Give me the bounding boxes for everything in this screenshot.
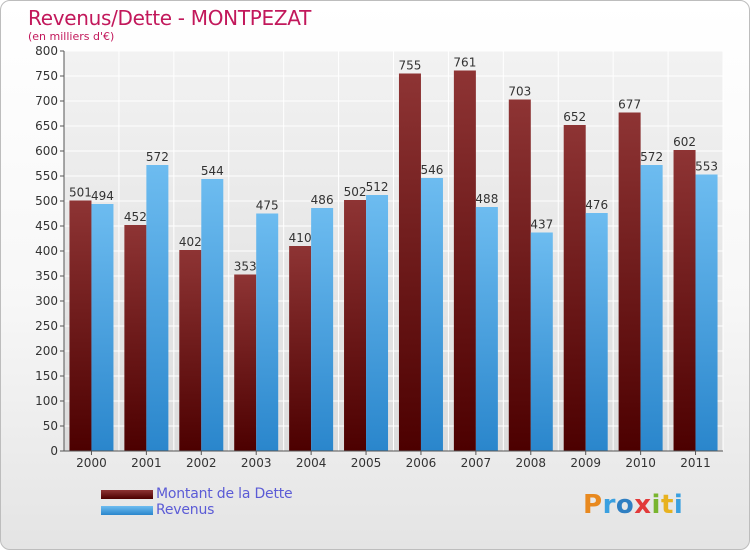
y-tick-label: 550 bbox=[35, 169, 58, 183]
data-label: 544 bbox=[201, 164, 224, 178]
data-label: 402 bbox=[179, 235, 202, 249]
x-tick-label: 2007 bbox=[461, 456, 492, 470]
bar-dette bbox=[398, 73, 421, 451]
x-tick-label: 2005 bbox=[351, 456, 382, 470]
data-label: 755 bbox=[399, 59, 422, 73]
data-labels: 501 494 452 572 402 544 353 475 410 486 502 512 755 5… bbox=[69, 56, 718, 274]
chart-subtitle: (en milliers d'€) bbox=[28, 30, 115, 43]
bar-revenus bbox=[585, 213, 608, 451]
bar-revenus bbox=[366, 195, 389, 451]
grid-lines bbox=[63, 50, 724, 452]
x-tick-label: 2004 bbox=[296, 456, 327, 470]
y-tick-label: 150 bbox=[35, 369, 58, 383]
data-label: 353 bbox=[234, 260, 257, 274]
data-label: 553 bbox=[695, 160, 718, 174]
legend-swatch-dette bbox=[101, 490, 153, 499]
y-tick-label: 450 bbox=[35, 219, 58, 233]
data-label: 494 bbox=[91, 189, 114, 203]
data-label: 488 bbox=[475, 192, 498, 206]
x-tick-label: 2000 bbox=[76, 456, 107, 470]
axes: 0 50 100 150 200 250 300 350 400 450 500 550 600 650 7… bbox=[35, 44, 723, 470]
bar-revenus bbox=[201, 179, 224, 451]
legend-swatch-revenus bbox=[101, 506, 153, 515]
x-tick-label: 2009 bbox=[570, 456, 601, 470]
data-label: 475 bbox=[256, 199, 279, 213]
y-tick-label: 500 bbox=[35, 194, 58, 208]
data-label: 546 bbox=[421, 163, 444, 177]
bar-revenus bbox=[420, 178, 443, 451]
data-label: 486 bbox=[311, 193, 334, 207]
legend-label-revenus: Revenus bbox=[156, 502, 215, 518]
data-label: 502 bbox=[344, 185, 367, 199]
data-label: 452 bbox=[124, 210, 147, 224]
y-tick-label: 200 bbox=[35, 344, 58, 358]
y-tick-label: 250 bbox=[35, 319, 58, 333]
x-tick-label: 2006 bbox=[406, 456, 437, 470]
bars bbox=[69, 70, 718, 451]
legend-label-dette: Montant de la Dette bbox=[156, 486, 293, 502]
data-label: 572 bbox=[146, 150, 169, 164]
data-label: 677 bbox=[618, 98, 641, 112]
data-label: 602 bbox=[673, 135, 696, 149]
x-tick-label: 2008 bbox=[516, 456, 547, 470]
bar-dette bbox=[124, 225, 147, 451]
y-tick-label: 800 bbox=[35, 44, 58, 58]
data-label: 476 bbox=[585, 198, 608, 212]
y-tick-label: 700 bbox=[35, 94, 58, 108]
bar-revenus bbox=[311, 208, 334, 451]
proxiti-logo: Proxiti bbox=[583, 490, 684, 520]
bar-dette bbox=[563, 125, 586, 451]
x-tick-label: 2002 bbox=[186, 456, 217, 470]
data-label: 410 bbox=[289, 231, 312, 245]
x-tick-label: 2010 bbox=[625, 456, 656, 470]
y-tick-label: 650 bbox=[35, 119, 58, 133]
x-tick-label: 2001 bbox=[131, 456, 162, 470]
bar-revenus bbox=[475, 207, 498, 451]
bar-dette bbox=[344, 200, 367, 451]
y-tick-label: 350 bbox=[35, 269, 58, 283]
x-tick-label: 2003 bbox=[241, 456, 272, 470]
data-label: 501 bbox=[69, 186, 92, 200]
x-tick-label: 2011 bbox=[680, 456, 711, 470]
bar-dette bbox=[69, 200, 92, 451]
bar-revenus bbox=[640, 165, 663, 451]
bar-revenus bbox=[146, 165, 169, 451]
bar-dette bbox=[618, 112, 641, 451]
bar-revenus bbox=[256, 213, 279, 451]
data-label: 761 bbox=[453, 56, 476, 70]
y-tick-label: 50 bbox=[43, 419, 58, 433]
y-tick-label: 600 bbox=[35, 144, 58, 158]
bar-dette bbox=[453, 70, 476, 451]
bar-revenus bbox=[91, 204, 114, 451]
data-label: 703 bbox=[508, 85, 531, 99]
data-label: 652 bbox=[563, 110, 586, 124]
bar-revenus bbox=[530, 232, 553, 451]
y-tick-label: 100 bbox=[35, 394, 58, 408]
bar-revenus bbox=[695, 174, 718, 451]
bar-dette bbox=[508, 99, 531, 451]
data-label: 572 bbox=[640, 150, 663, 164]
data-label: 437 bbox=[530, 218, 553, 232]
bar-dette bbox=[234, 274, 257, 451]
y-tick-label: 400 bbox=[35, 244, 58, 258]
data-label: 512 bbox=[366, 180, 389, 194]
bar-dette bbox=[179, 250, 202, 451]
chart-title: Revenus/Dette - MONTPEZAT bbox=[28, 6, 311, 30]
y-tick-label: 0 bbox=[50, 444, 58, 458]
bar-dette bbox=[289, 246, 312, 451]
bar-dette bbox=[673, 150, 696, 451]
y-tick-label: 750 bbox=[35, 69, 58, 83]
y-tick-label: 300 bbox=[35, 294, 58, 308]
